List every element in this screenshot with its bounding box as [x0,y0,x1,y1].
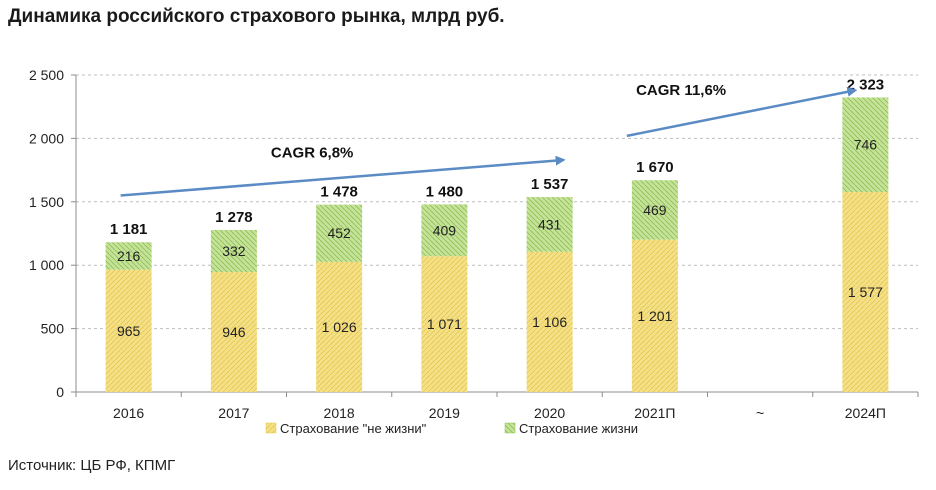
y-tick-label: 2 500 [29,67,64,83]
y-tick-label: 2 000 [29,130,64,146]
data-label-total: 1 537 [531,176,569,193]
chart-title: Динамика российского страхового рынка, м… [8,6,505,27]
source-note: Источник: ЦБ РФ, КПМГ [8,457,176,474]
data-label-life: 431 [538,216,562,232]
data-label-non-life: 1 071 [427,316,462,332]
data-label-non-life: 1 577 [848,284,883,300]
bar-life [842,97,889,193]
bar-non-life [210,272,257,392]
y-tick-label: 1 000 [29,257,64,273]
data-label-life: 216 [117,248,141,264]
x-tick-label: 2018 [324,405,355,421]
x-tick-label: ~ [756,405,764,421]
data-label-life: 469 [643,202,667,218]
data-label-life: 746 [854,137,878,153]
data-label-life: 332 [222,243,246,259]
data-label-total: 1 670 [636,159,674,176]
data-label-non-life: 1 106 [532,314,567,330]
bar-non-life [105,269,152,392]
legend-swatch-non-life [265,422,277,434]
legend-swatch-life [504,422,516,434]
x-tick-label: 2019 [429,405,460,421]
data-label-non-life: 946 [222,324,246,340]
data-label-total: 1 480 [426,183,464,200]
x-tick-label: 2021П [634,405,675,421]
cagr-arrow [120,155,566,197]
x-tick-label: 2016 [113,405,144,421]
bar-life [421,204,468,257]
data-label-non-life: 965 [117,323,141,339]
data-label-total: 1 478 [320,184,358,201]
data-label-life: 409 [433,222,457,238]
data-label-non-life: 1 026 [322,319,357,335]
bar-life [631,180,678,240]
y-tick-label: 0 [56,384,64,400]
cagr-arrow [626,86,858,138]
bar-life [526,197,573,252]
x-tick-label: 2020 [534,405,565,421]
bar-non-life [421,256,468,392]
data-label-total: 1 181 [110,221,148,238]
data-label-life: 452 [327,225,351,241]
bar-life [105,242,152,270]
bar-life [316,204,363,262]
legend-label-non-life: Страхование "не жизни" [280,421,427,436]
x-tick-label: 2017 [218,405,249,421]
data-label-total: 1 278 [215,209,253,226]
x-tick-label: 2024П [845,405,886,421]
bar-non-life [316,261,363,392]
legend-label-life: Страхование жизни [519,421,638,436]
y-tick-label: 500 [41,321,65,337]
data-label-non-life: 1 201 [637,308,672,324]
bar-non-life [842,192,889,392]
bar-non-life [526,251,573,392]
cagr-label: CAGR 11,6% [636,82,726,99]
bar-life [210,229,257,273]
cagr-label: CAGR 6,8% [271,145,354,162]
y-tick-label: 1 500 [29,194,64,210]
bar-non-life [631,239,678,392]
